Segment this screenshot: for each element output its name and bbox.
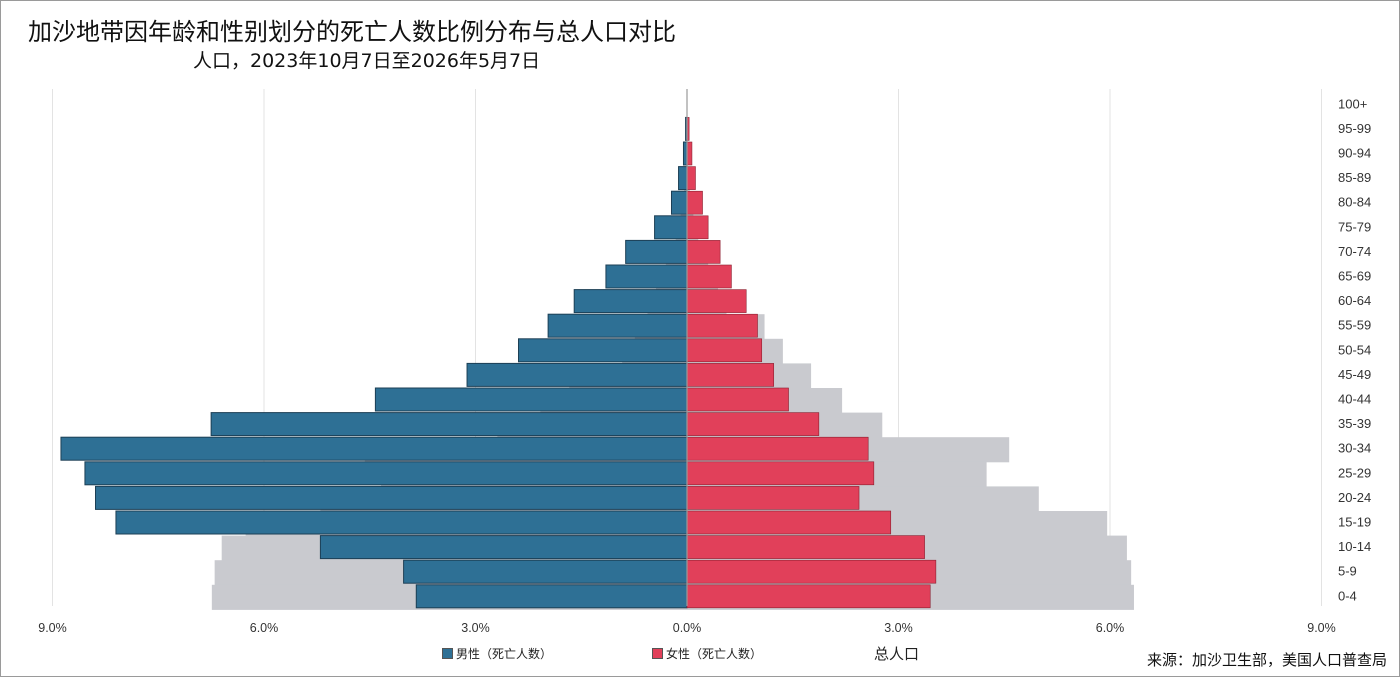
x-tick-labels: 9.0% 6.0% 3.0% 0.0% 3.0% 6.0% 9.0% <box>38 621 1336 635</box>
male-swatch <box>442 647 453 659</box>
x-tick-label: 6.0% <box>250 621 279 635</box>
legend-item-male: 男性（死亡人数） <box>442 644 552 662</box>
female-death-bar <box>686 584 931 609</box>
female-death-bar <box>686 289 747 313</box>
age-group-label: 15-19 <box>1338 515 1371 530</box>
age-group-label: 55-59 <box>1338 318 1371 333</box>
x-tick-label: 9.0% <box>1307 621 1336 635</box>
age-group-label: 10-14 <box>1338 539 1371 554</box>
female-death-bar <box>686 338 763 363</box>
source-note: 来源：加沙卫生部，美国人口普查局 <box>1146 651 1387 669</box>
male-death-bar <box>625 239 688 264</box>
female-death-bar <box>686 486 860 510</box>
male-death-bar <box>374 387 688 412</box>
male-death-bar <box>115 510 688 535</box>
age-group-label: 70-74 <box>1338 244 1371 259</box>
age-group-label: 25-29 <box>1338 465 1371 480</box>
age-group-label: 20-24 <box>1338 490 1371 505</box>
age-group-label: 75-79 <box>1338 219 1371 234</box>
age-group-label: 40-44 <box>1338 392 1371 407</box>
female-death-bar <box>686 363 775 387</box>
age-group-label: 50-54 <box>1338 342 1371 357</box>
male-death-bar <box>573 289 688 314</box>
age-group-label: 90-94 <box>1338 146 1371 161</box>
x-tick-label: 0.0% <box>673 621 702 635</box>
female-death-bar <box>686 559 937 584</box>
x-tick-label: 6.0% <box>1096 621 1125 635</box>
female-death-bar <box>686 510 892 535</box>
male-death-bar <box>95 485 688 510</box>
age-group-label: 30-34 <box>1338 441 1371 456</box>
male-death-bar <box>605 264 688 289</box>
male-death-bar <box>466 362 688 387</box>
legend-item-total: 总人口 <box>874 644 920 663</box>
female-death-bar <box>686 535 925 559</box>
legend-label-female: 女性（死亡人数） <box>666 646 763 661</box>
female-death-bar <box>686 166 696 190</box>
age-group-label: 0-4 <box>1338 588 1357 603</box>
female-death-bar <box>686 387 789 412</box>
chart-title: 加沙地带因年龄和性别划分的死亡人数比例分布与总人口对比 <box>28 18 676 46</box>
age-group-label: 95-99 <box>1338 121 1371 136</box>
female-death-bar <box>686 190 703 215</box>
male-death-bar <box>518 338 688 363</box>
male-death-bar <box>415 584 688 609</box>
male-death-bar <box>60 436 688 461</box>
age-group-label: 100+ <box>1338 96 1367 111</box>
age-group-label: 85-89 <box>1338 170 1371 185</box>
male-death-bar <box>319 535 688 560</box>
male-death-bar <box>403 559 688 584</box>
male-death-bar <box>547 313 688 338</box>
age-group-label: 45-49 <box>1338 367 1371 382</box>
male-death-bar <box>654 215 688 240</box>
female-death-bar <box>686 461 875 486</box>
x-tick-label: 3.0% <box>461 621 490 635</box>
female-death-bar <box>686 141 693 166</box>
male-death-bar <box>670 190 688 215</box>
age-group-label: 35-39 <box>1338 416 1371 431</box>
x-tick-label: 9.0% <box>38 621 67 635</box>
chart-subtitle: 人口，2023年10月7日至2026年5月7日 <box>193 50 541 72</box>
female-death-bar <box>686 436 869 461</box>
female-death-bar <box>686 412 820 436</box>
legend-item-female: 女性（死亡人数） <box>652 644 762 662</box>
female-death-bars <box>686 117 937 609</box>
x-tick-label: 3.0% <box>884 621 913 635</box>
age-group-label: 80-84 <box>1338 195 1371 210</box>
female-swatch <box>652 647 663 659</box>
legend-label-male: 男性（死亡人数） <box>456 646 553 661</box>
age-group-label: 60-64 <box>1338 293 1371 308</box>
female-death-bar <box>686 264 732 289</box>
legend-label-total: 总人口 <box>874 644 920 663</box>
female-death-bar <box>686 313 758 338</box>
age-group-labels: 100+ 95-99 90-94 85-89 80-84 75-79 70-74 65-69 6… <box>1338 96 1371 603</box>
age-group-label: 5-9 <box>1338 564 1357 579</box>
female-death-bar <box>686 215 709 240</box>
male-death-bars <box>60 116 688 609</box>
male-death-bar <box>210 412 688 437</box>
age-group-label: 65-69 <box>1338 269 1371 284</box>
male-death-bar <box>678 166 688 191</box>
male-death-bar <box>84 461 688 486</box>
female-death-bar <box>686 240 721 264</box>
